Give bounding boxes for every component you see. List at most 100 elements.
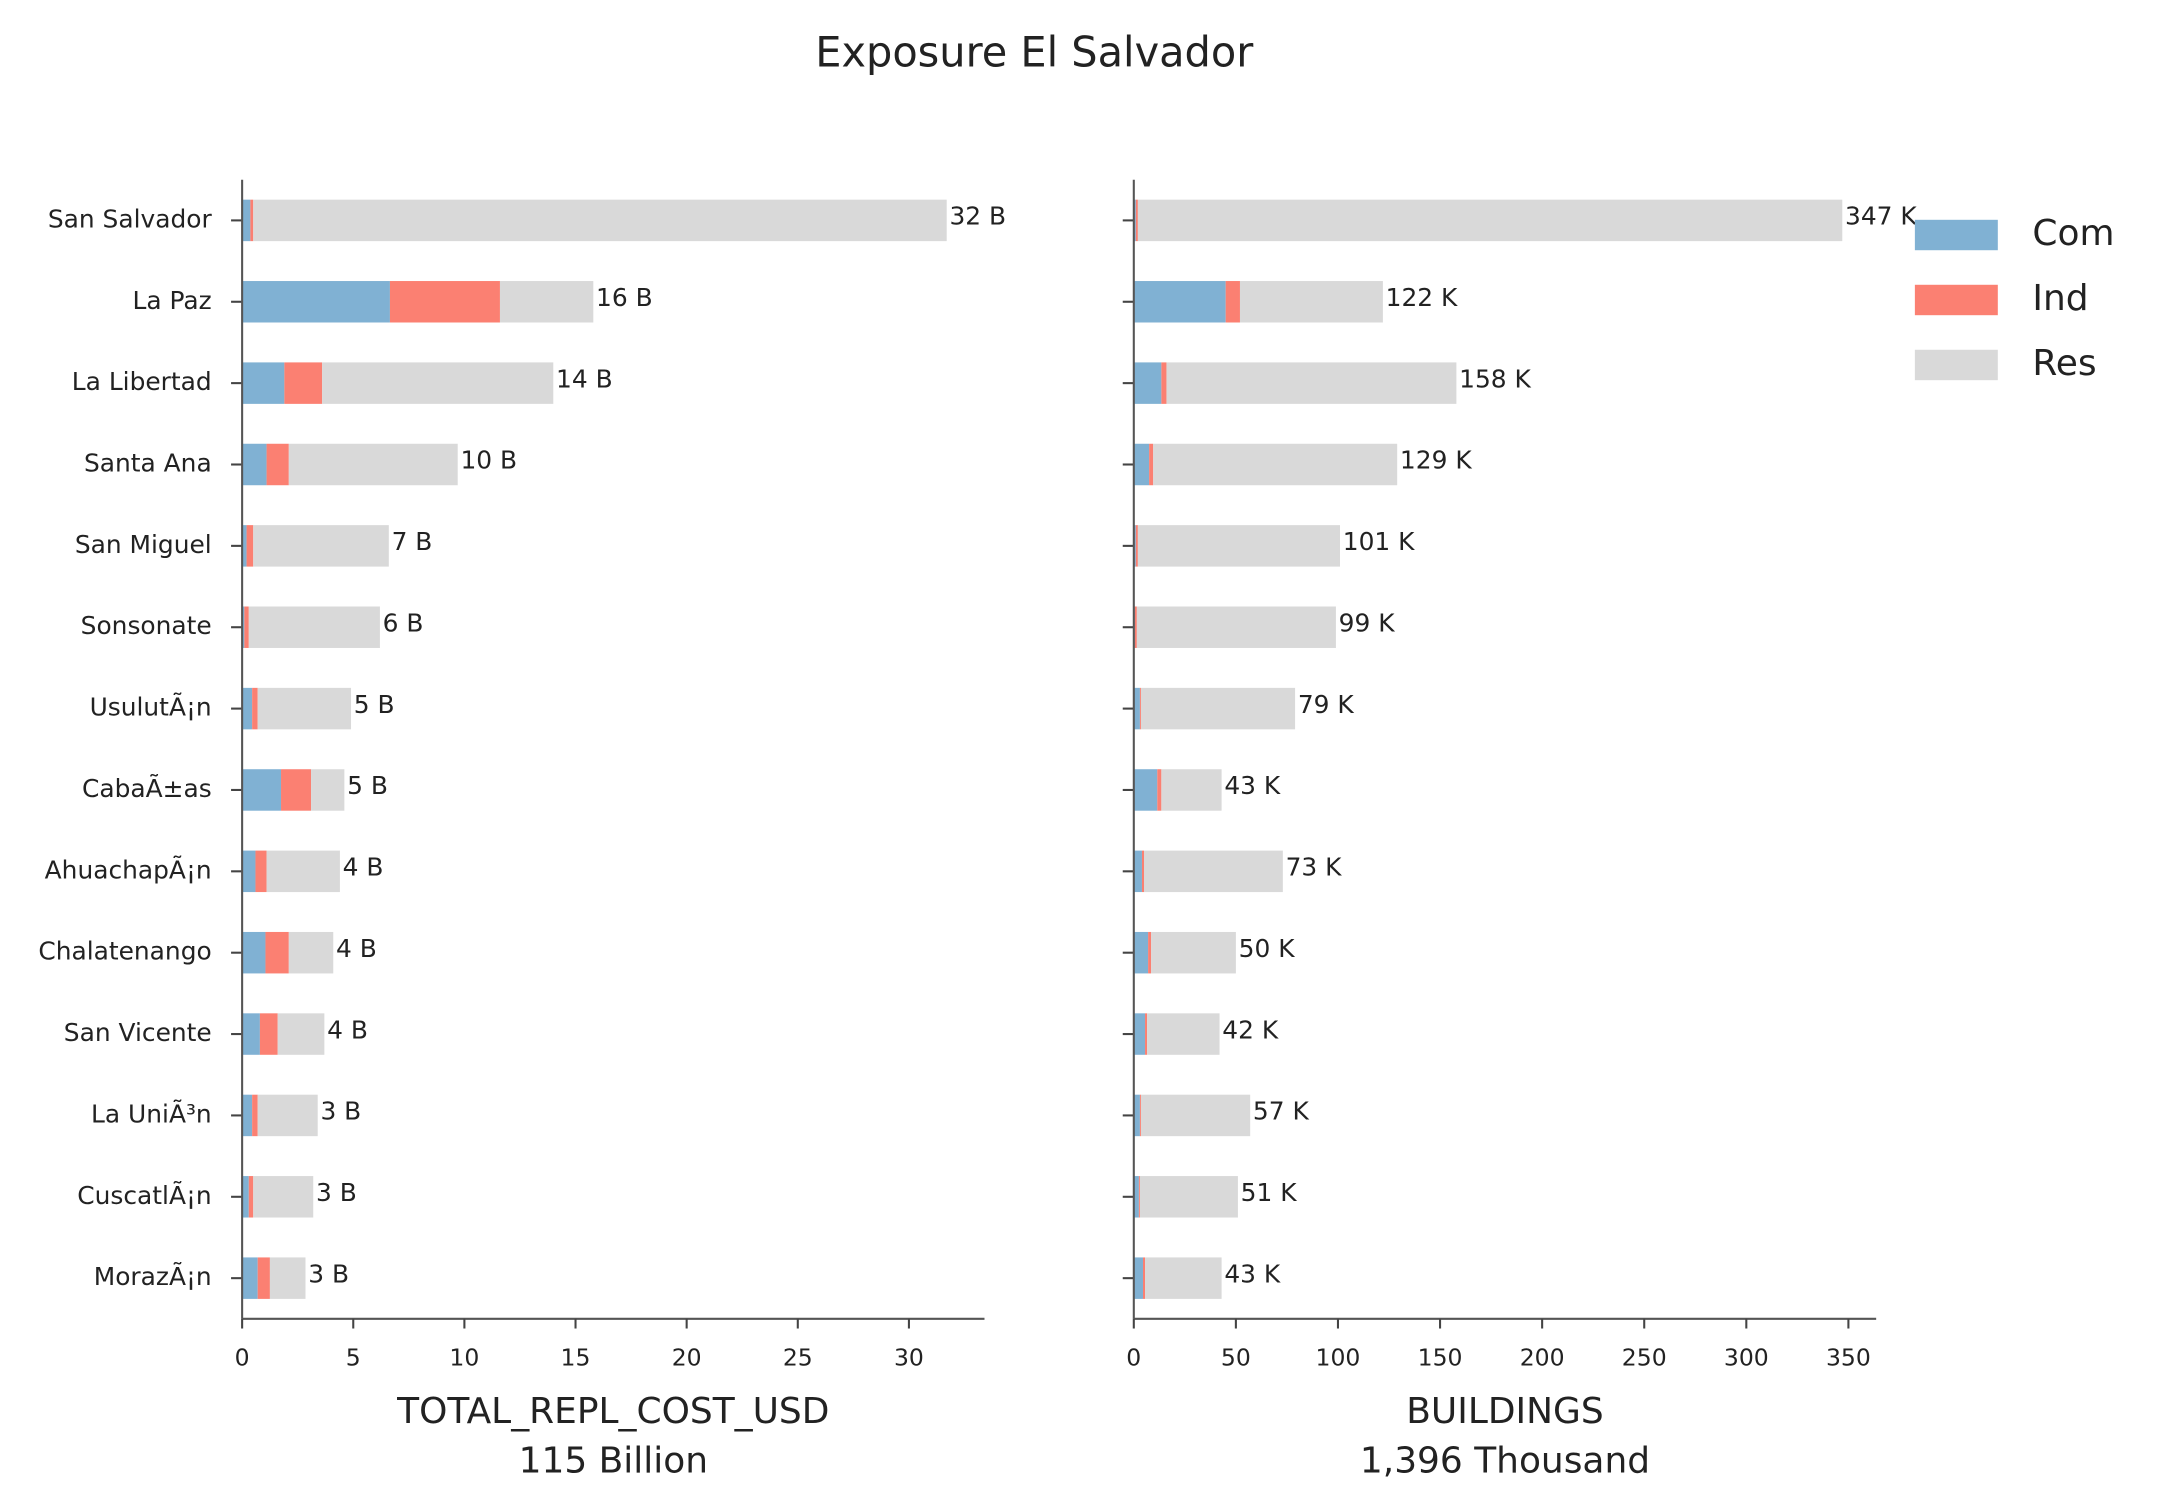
total-label: 51 K [1241,1178,1298,1207]
bar-segment [253,1176,314,1218]
bar-segment [1133,1013,1146,1055]
total-label: 4 B [336,934,377,963]
total-label: 122 K [1386,283,1458,312]
bar-segment [1145,1013,1148,1055]
bar-segment [257,1094,318,1137]
bar-segment [1133,769,1158,811]
total-label: 3 B [308,1259,349,1288]
x-tick-label: 150 [1418,1343,1463,1371]
bar-segment [1133,1176,1139,1218]
bar-segment [252,687,258,730]
total-label: 347 K [1845,202,1917,231]
x-tick-label: 50 [1221,1343,1251,1371]
bar-segment [1157,769,1162,811]
bar-segment [255,850,267,893]
bar-segment [242,1176,249,1218]
bar-segment [1133,1257,1143,1299]
x-tick-label: 5 [346,1343,361,1371]
bar-segment [1161,362,1167,404]
total-label: 4 B [327,1015,368,1044]
x-axis-label: BUILDINGS [1406,1391,1603,1432]
bar-segment [242,850,256,893]
bar-segment [246,525,254,567]
total-label: 99 K [1339,608,1396,637]
x-tick-label: 300 [1724,1343,1769,1371]
x-tick-label: 350 [1826,1343,1871,1371]
bar-segment [1239,281,1383,323]
bar-segment [248,606,380,648]
bar-segment [242,362,285,404]
y-tick-label: Santa Ana [84,448,212,477]
total-label: 10 B [460,446,517,475]
bar-segment [1147,1013,1220,1055]
x-tick-label: 0 [235,1343,250,1371]
bar-segment [1149,443,1154,486]
total-label: 129 K [1400,446,1472,475]
bar-segment [242,199,251,242]
y-tick-label: La Paz [133,286,212,315]
bar-segment [499,281,594,323]
bar-segment [257,1257,270,1299]
y-tick-label: CuscatlÃ¡n [77,1180,211,1210]
bar-segment [1153,443,1398,486]
bar-segment [242,1094,253,1137]
y-tick-label: MorazÃ¡n [94,1261,212,1291]
bar-segment [1133,687,1140,730]
total-label: 6 B [383,608,424,637]
total-label: 101 K [1343,527,1415,556]
bar-segment [288,443,458,486]
total-label: 5 B [354,690,395,719]
bar-segment [1133,850,1142,893]
bar-segment [1166,362,1457,404]
bar-segment [242,281,390,323]
y-tick-label: San Miguel [75,530,212,559]
bar-segment [1137,525,1341,567]
bar-segment [1148,931,1152,974]
total-label: 57 K [1253,1097,1310,1126]
bar-segment [242,931,266,974]
x-tick-label: 0 [1126,1343,1141,1371]
bar-segment [242,687,253,730]
legend-swatch [1914,219,1998,251]
bar-segment [1135,199,1138,242]
total-label: 7 B [392,527,433,556]
bar-segment [1133,362,1162,404]
bar-segment [1225,281,1240,323]
x-tick-label: 100 [1316,1343,1361,1371]
total-label: 42 K [1222,1015,1279,1044]
y-tick-label: AhuachapÃ¡n [45,854,212,884]
bar-segment [284,362,323,404]
bar-segment [266,850,340,893]
bar-segment [253,199,947,242]
x-tick-label: 15 [561,1343,591,1371]
bar-segment [1133,1094,1140,1137]
bar-segment [1142,1257,1146,1299]
bar-segment [311,769,345,811]
bar-segment [253,525,389,567]
bar-segment [281,769,312,811]
bar-segment [1140,1094,1251,1137]
bar-segment [1140,687,1296,730]
total-label: 3 B [320,1097,361,1126]
x-tick-label: 30 [894,1343,924,1371]
bar-segment [389,281,500,323]
x-tick-label: 20 [672,1343,702,1371]
x-tick-label: 25 [783,1343,813,1371]
total-label: 4 B [343,853,384,882]
bar-segment [1137,199,1843,242]
y-tick-label: Sonsonate [81,611,212,640]
total-label: 73 K [1286,853,1343,882]
bar-segment [1133,281,1226,323]
legend-label: Com [2032,213,2114,254]
total-label: 50 K [1239,934,1296,963]
legend-label: Res [2032,343,2096,384]
total-label: 14 B [556,364,613,393]
bar-segment [250,199,254,242]
total-label: 158 K [1459,364,1531,393]
bar-segment [242,1257,258,1299]
bar-segment [259,1013,278,1055]
bar-segment [1138,1176,1140,1218]
y-tick-label: CabaÃ±as [82,773,212,803]
x-tick-label: 200 [1520,1343,1565,1371]
